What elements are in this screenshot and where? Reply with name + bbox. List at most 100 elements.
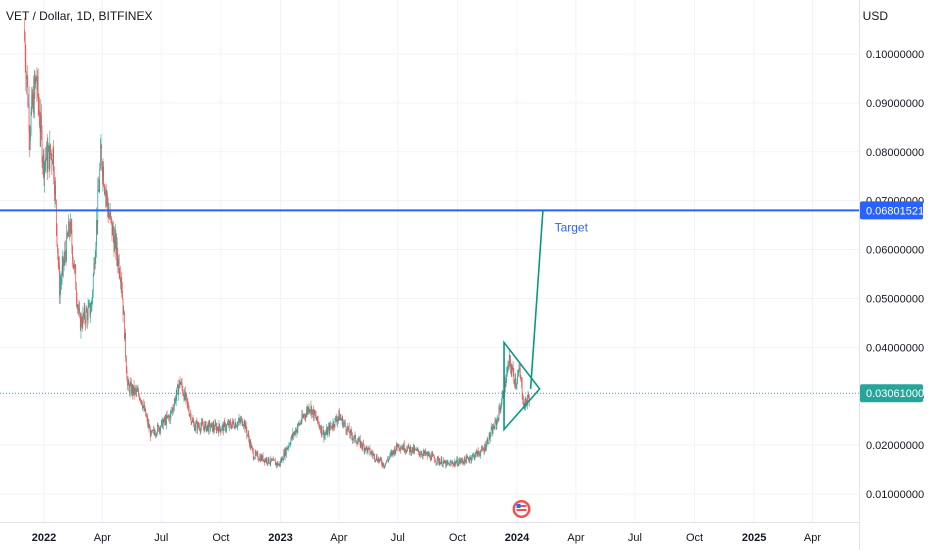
candle-body [291,435,293,438]
candle-body [501,396,503,404]
candle-body [464,456,466,461]
candle-body [348,426,350,433]
candle-body [425,453,427,455]
candle-body [113,235,115,252]
current-price-tag [860,384,923,403]
candle-body [296,428,298,433]
candle-body [496,419,498,426]
candle-body [289,444,291,446]
candle-body [411,447,413,452]
candle-body [276,462,277,466]
candle-body [135,389,137,393]
candle-body [344,422,345,424]
candle-body [81,324,83,327]
candle-body [158,427,160,432]
price-tick-label: 0.05000000 [866,293,924,305]
candle-body [274,460,276,462]
candle-body [435,461,437,463]
candle-body [366,447,368,453]
candle-body [401,447,403,449]
currency-label[interactable]: USD [862,9,888,23]
candle-body [304,414,305,417]
candle-body [276,462,278,466]
candle-body [337,416,339,420]
candle-body [28,103,29,105]
candle-body [57,244,58,253]
candle-body [61,266,63,279]
candle-body [293,432,294,436]
candle-body [31,95,33,112]
candle-body [449,463,450,467]
candle-body [54,177,55,195]
candle-body [450,462,452,463]
candle-body [151,430,152,433]
candle-body [492,426,494,434]
candle-body [470,457,472,461]
candle-body [193,422,195,425]
candle-body [192,419,193,422]
candle-body [67,236,69,238]
candle-body [418,452,420,455]
candle-body [200,426,202,431]
candle-body [111,217,112,220]
candle-body [502,391,504,397]
candle-body [85,319,86,323]
candle-body [360,441,362,447]
candle-body [381,463,383,466]
candle-body [525,398,526,409]
candle-body [434,458,436,462]
candle-body [245,423,247,430]
candle-body [284,448,286,458]
candle-body [497,418,499,421]
candle-body [86,310,88,312]
candle-body [180,383,182,385]
candle-body [92,275,94,292]
candle-body [319,427,321,429]
candle-body [261,455,263,460]
candle-body [44,161,46,163]
candle-body [323,430,325,439]
time-tick-label: 2024 [505,532,530,544]
candle-body [341,417,343,421]
candle-body [438,461,440,463]
candle-body [479,454,481,456]
candle-body [199,429,201,431]
time-tick-label: Apr [804,532,821,544]
candle-body [199,426,200,430]
projection-line[interactable] [529,210,544,389]
candle-body [136,390,138,393]
candle-body [394,447,396,453]
candle-body [99,168,101,189]
candle-body [326,428,327,434]
candle-body [159,427,161,432]
candle-body [370,452,372,454]
candle-body [382,463,384,466]
candle-body [318,422,320,424]
candle-body [260,455,262,461]
candle-body [108,214,110,218]
candle-body [171,408,173,412]
candle-body [134,388,136,394]
triangle-pattern[interactable] [503,340,541,432]
candle-body [350,430,351,436]
candle-body [201,421,203,424]
candle-body [197,422,199,427]
candle-body [363,442,364,446]
candle-body [309,409,311,411]
candle-body [454,461,456,464]
target-annotation[interactable]: Target [555,221,589,235]
candle-body [175,395,177,402]
candle-body [444,460,445,464]
candle-body [246,429,248,435]
candle-body [486,442,487,448]
candle-body [208,422,209,432]
candle-body [403,443,404,450]
candle-body [314,410,316,415]
candle-body [350,430,352,432]
candle-body [160,426,161,432]
candle-body [372,453,373,456]
candle-body [435,461,436,463]
candle-body [251,445,253,448]
